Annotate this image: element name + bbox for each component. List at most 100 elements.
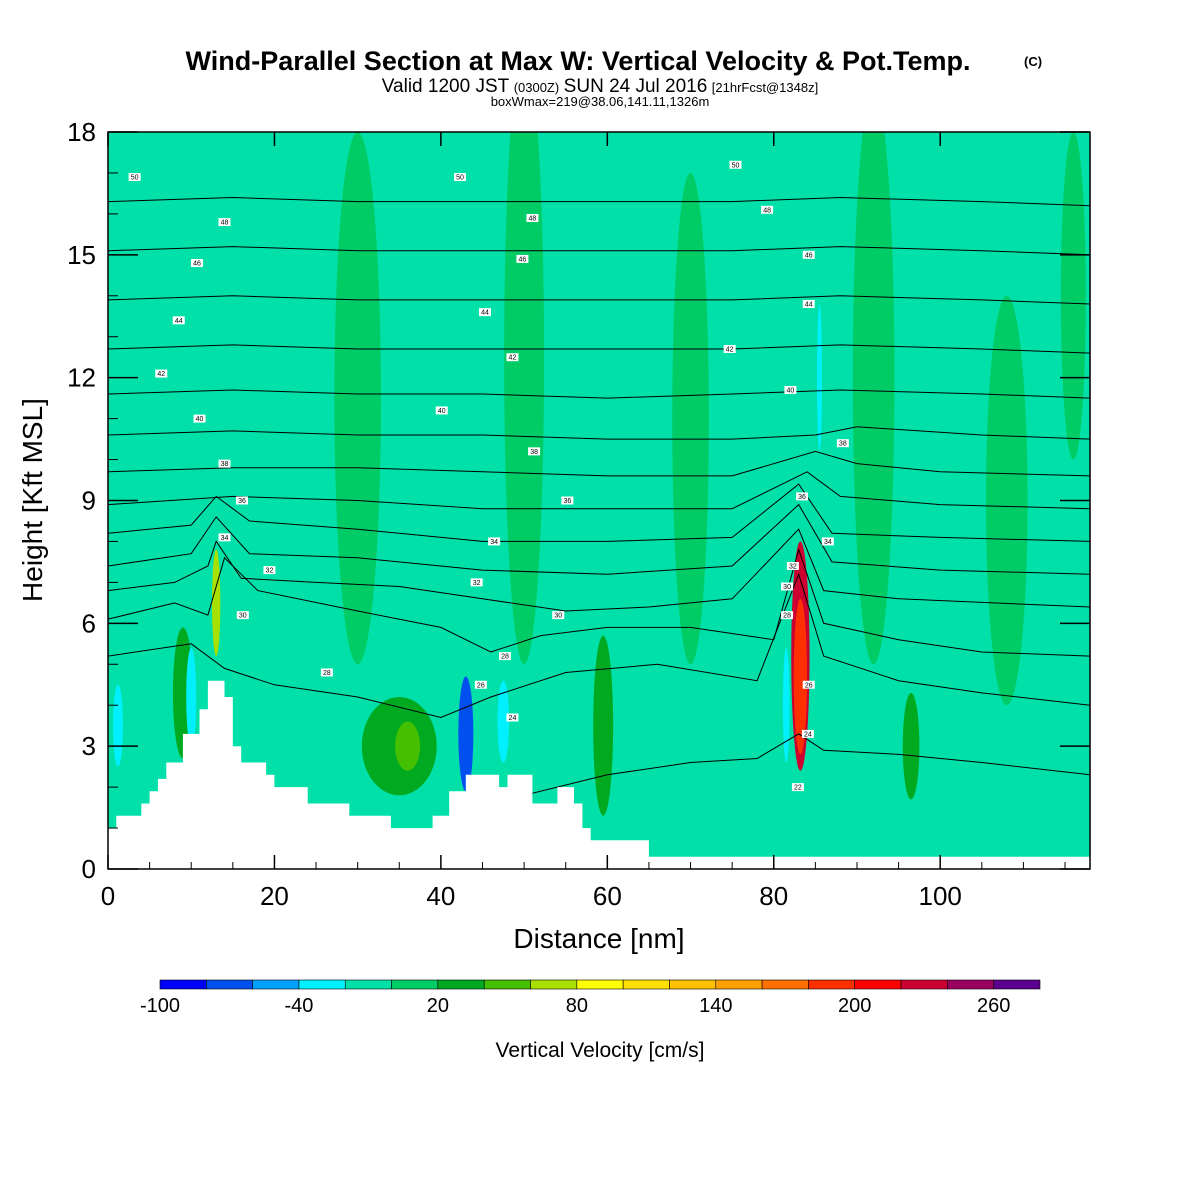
contour-label-bg xyxy=(191,259,204,268)
w-cell xyxy=(504,132,545,665)
contour-label-bg xyxy=(552,611,565,620)
y-tick-label: 9 xyxy=(82,486,96,516)
title-copyright-mark: (C) xyxy=(1024,54,1042,69)
contour-label-bg xyxy=(506,353,519,362)
contour-label-bg xyxy=(478,308,491,317)
theta-contour-26 xyxy=(108,572,1090,719)
theta-contour-42 xyxy=(108,389,1090,399)
theta-contour-28 xyxy=(108,547,1090,657)
contour-label-bg xyxy=(454,173,467,182)
contour-label: 34 xyxy=(490,539,498,546)
valid-line: Valid 1200 JST (0300Z) SUN 24 Jul 2016 [… xyxy=(382,76,818,97)
contour-label-bg xyxy=(470,578,483,587)
contour-label: 44 xyxy=(481,310,489,317)
forecast-info: [21hrFcst@1348z] xyxy=(712,80,818,95)
w-cell xyxy=(793,598,808,755)
colorbar: -100 -40 20 80 140 200 260 xyxy=(140,979,1041,1017)
contour-label-bg xyxy=(781,611,794,620)
x-tick-label: 0 xyxy=(101,881,115,911)
contour-label-bg xyxy=(474,680,487,689)
colorbar-swatch xyxy=(854,979,902,990)
theta-contour-30 xyxy=(108,528,1090,612)
contour-label-bg xyxy=(193,414,206,423)
x-tick-label: 20 xyxy=(260,881,289,911)
contour-label: 34 xyxy=(221,535,229,542)
valid-utc: (0300Z) xyxy=(514,80,560,95)
colorbar-tick-label: 200 xyxy=(838,995,871,1017)
contour-label-bg xyxy=(729,160,742,169)
contour-label-bg xyxy=(802,680,815,689)
contour-label: 50 xyxy=(131,175,139,182)
w-cell xyxy=(852,132,895,665)
contour-label-bg xyxy=(435,406,448,415)
w-cell xyxy=(985,295,1028,706)
w-cell xyxy=(497,680,510,763)
w-cell xyxy=(186,647,197,747)
w-cell xyxy=(593,635,614,816)
contour-label: 40 xyxy=(438,408,446,415)
contour-label: 50 xyxy=(732,162,740,169)
w-cell xyxy=(817,303,823,452)
contour-label-bg xyxy=(836,439,849,448)
contour-label: 32 xyxy=(266,568,274,575)
w-cell xyxy=(1060,132,1086,460)
colorbar-swatch xyxy=(669,979,717,990)
contour-label-bg xyxy=(263,566,276,575)
x-tick-label: 80 xyxy=(759,881,788,911)
theta-contour-24 xyxy=(457,733,1090,849)
colorbar-swatch xyxy=(159,979,207,990)
valid-prefix: Valid 1200 JST xyxy=(382,76,510,97)
contour-label: 32 xyxy=(789,564,797,571)
theta-contour-32 xyxy=(108,503,1090,575)
colorbar-swatch xyxy=(252,979,300,990)
contour-label: 38 xyxy=(221,461,229,468)
contour-label: 44 xyxy=(175,318,183,325)
colorbar-swatch xyxy=(391,979,439,990)
contour-label: 42 xyxy=(157,371,165,378)
contour-label: 28 xyxy=(783,613,791,620)
colorbar-swatch xyxy=(576,979,624,990)
contour-label: 34 xyxy=(824,539,832,546)
contour-label-bg xyxy=(506,713,519,722)
theta-contour-50 xyxy=(108,196,1090,207)
contour-label: 48 xyxy=(763,207,771,214)
colorbar-swatch xyxy=(808,979,856,990)
contour-label: 48 xyxy=(529,215,537,222)
contour-label-bg xyxy=(526,213,539,222)
contour-label-bg xyxy=(320,668,333,677)
valid-date: SUN 24 Jul 2016 xyxy=(564,76,708,97)
contour-label-bg xyxy=(802,250,815,259)
potential-temperature-contours xyxy=(108,196,1090,849)
contour-label: 46 xyxy=(805,252,813,259)
contour-label: 38 xyxy=(839,441,847,448)
colorbar-swatch xyxy=(437,979,485,990)
contour-label-bg xyxy=(235,496,248,505)
contour-labels: 50 50 50 48 48 48 46 46 46 44 44 44 42 42 42 40 40 40 38 38… xyxy=(128,160,849,792)
contour-label-bg xyxy=(516,254,529,263)
contour-label-bg xyxy=(786,562,799,571)
contour-label-bg xyxy=(128,173,141,182)
contour-label: 36 xyxy=(563,498,571,505)
contour-label: 24 xyxy=(804,731,812,738)
contour-label: 28 xyxy=(323,670,331,677)
contour-label: 42 xyxy=(509,355,517,362)
colorbar-swatch xyxy=(298,979,346,990)
y-tick-label: 15 xyxy=(67,240,96,270)
colorbar-tick-label: -100 xyxy=(140,995,180,1017)
box-wmax-info: boxWmax=219@38.06,141.11,1326m xyxy=(491,94,710,109)
plot-area: 50 50 50 48 48 48 46 46 46 44 44 44 42 42 42 40 40 40 38 38… xyxy=(108,132,1090,869)
contour-label: 24 xyxy=(509,715,517,722)
contour-label: 36 xyxy=(238,498,246,505)
y-tick-label: 12 xyxy=(67,363,96,393)
y-tick-label: 6 xyxy=(82,608,96,638)
contour-label: 40 xyxy=(196,416,204,423)
w-cell xyxy=(902,692,920,800)
colorbar-swatch xyxy=(947,979,994,990)
y-axis-label: Height [Kft MSL] xyxy=(17,398,48,602)
contour-label-bg xyxy=(218,459,231,468)
colorbar-swatch xyxy=(761,979,809,990)
contour-label-bg xyxy=(761,205,774,214)
x-tick-label: 60 xyxy=(593,881,622,911)
contour-label: 30 xyxy=(783,584,791,591)
y-tick-label: 18 xyxy=(67,117,96,147)
